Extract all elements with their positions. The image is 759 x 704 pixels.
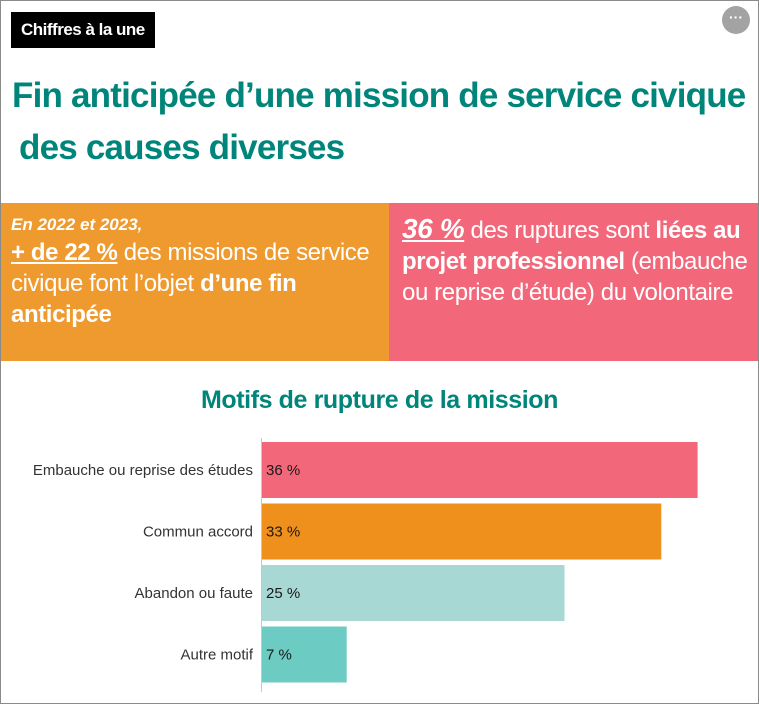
- value-label: 36 %: [266, 462, 300, 479]
- bar-chart: Embauche ou reprise des études 36 % Commun…: [33, 438, 698, 692]
- chart-title: Motifs de rupture de la mission: [200, 386, 559, 414]
- key-figure-emphasis: d’une fin anticipée: [11, 270, 297, 328]
- section-badge: Chiffres à la une: [11, 12, 155, 48]
- bars-group: Embauche ou reprise des études 36 % Commun…: [33, 442, 698, 683]
- category-label: Abandon ou faute: [135, 585, 253, 602]
- key-figure-right-text: des ruptures sont: [464, 217, 656, 244]
- key-figure-right-emphasis: liées au projet professionnel: [402, 217, 741, 275]
- bar-4: [262, 626, 347, 683]
- value-label: 25 %: [266, 585, 300, 602]
- category-label: Embauche ou reprise des études: [33, 462, 253, 479]
- category-label: Autre motif: [180, 647, 253, 664]
- key-figure-statement: + de 22 % des missions de service civiqu…: [11, 237, 379, 330]
- key-figure-right: 36 % des ruptures sont liées au projet p…: [389, 203, 758, 361]
- key-figure-right-detail: (embauche ou reprise d’étude) du volonta…: [402, 248, 748, 306]
- bar-2: [262, 503, 662, 560]
- bar-3: [262, 565, 565, 621]
- key-figure-text: des missions de service civique font l’o…: [11, 239, 370, 297]
- bar-1: [262, 442, 698, 498]
- title-line-1: Fin anticipée d’une mission de service c…: [12, 76, 746, 115]
- key-figure-left: En 2022 et 2023, + de 22 % des missions …: [1, 203, 389, 361]
- page-title: Fin anticipée d’une mission de service c…: [12, 70, 747, 174]
- key-figure-right-highlight: 36 %: [402, 213, 465, 244]
- value-label: 7 %: [266, 647, 292, 664]
- title-line-2: des causes diverses: [19, 128, 345, 167]
- value-label: 33 %: [266, 524, 300, 541]
- category-label: Commun accord: [143, 524, 253, 541]
- more-options-icon[interactable]: ···: [722, 6, 750, 34]
- key-figure-highlight: + de 22 %: [11, 239, 118, 266]
- key-figure-intro: En 2022 et 2023,: [11, 215, 143, 234]
- key-figure-right-statement: 36 % des ruptures sont liées au projet p…: [402, 213, 748, 308]
